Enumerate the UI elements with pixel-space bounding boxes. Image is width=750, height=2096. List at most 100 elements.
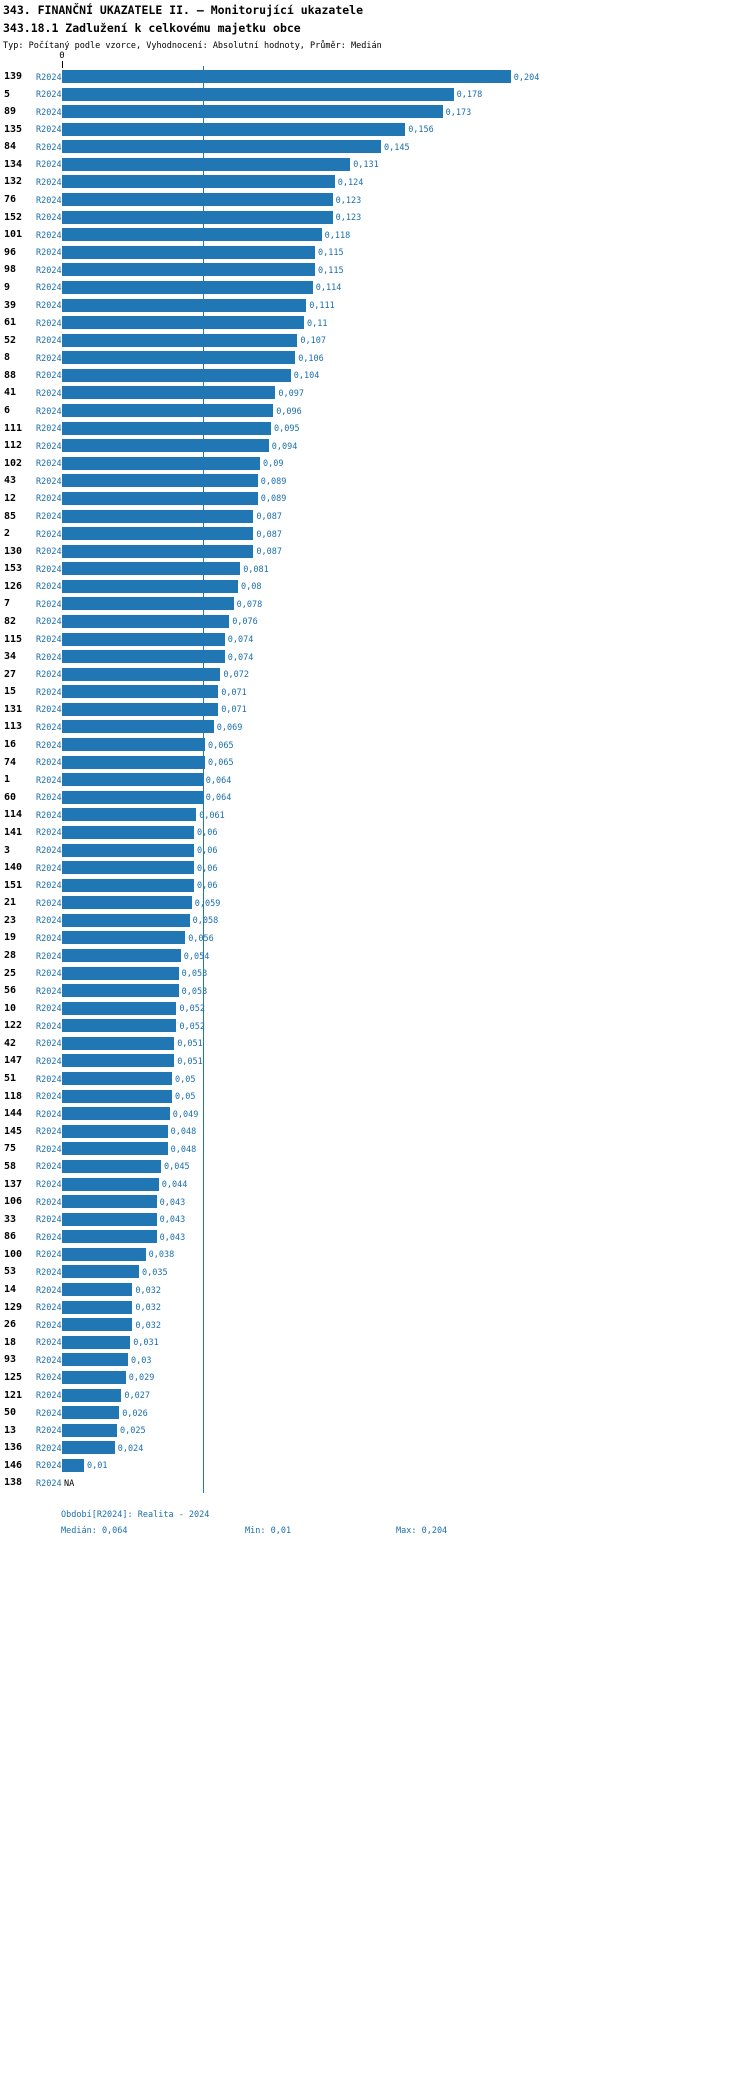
bar-value: 0,081 [243, 564, 269, 575]
row-id: 39 [4, 299, 17, 311]
bar-value: 0,089 [260, 494, 287, 505]
chart-row: 52 R2024 0,107 [0, 332, 750, 350]
bar [62, 228, 322, 242]
chart-row: 111 R2024 0,095 [0, 420, 750, 438]
row-period-label: R2024 [36, 1144, 62, 1155]
bar [62, 667, 221, 681]
chart-row: 131 R2024 0,071 [0, 701, 750, 719]
bar [62, 1177, 159, 1191]
bar-value: 0,06 [197, 828, 218, 839]
bar-value: 0,089 [260, 476, 287, 487]
row-id: 147 [4, 1055, 23, 1067]
bar-value: 0,031 [133, 1338, 159, 1349]
chart-row: 136 R2024 0,024 [0, 1439, 750, 1457]
row-period-label: R2024 [36, 125, 62, 136]
row-period-label: R2024 [36, 951, 62, 962]
row-id: 6 [4, 405, 11, 417]
chart-row: 84 R2024 0,145 [0, 138, 750, 156]
chart-row: 34 R2024 0,074 [0, 648, 750, 666]
chart-row: 93 R2024 0,03 [0, 1351, 750, 1369]
row-period-label: R2024 [36, 1215, 62, 1226]
bar-value: 0,104 [293, 371, 320, 382]
row-id: 140 [4, 862, 23, 874]
bar [62, 825, 194, 839]
chart-row: 50 R2024 0,026 [0, 1404, 750, 1422]
bar [62, 474, 258, 488]
bar-value: 0,156 [408, 125, 434, 136]
row-period-label: R2024 [36, 512, 62, 522]
bar [62, 702, 219, 716]
chart-row: 3 R2024 0,06 [0, 842, 750, 860]
row-period-label: R2024 [36, 810, 62, 821]
bar-value: 0,045 [164, 1162, 190, 1173]
row-period-label: R2024 [36, 388, 62, 399]
bar-chart: 139 R2024 0,204 5 R2024 0,178 89 R2024 0,173 135 R… [0, 68, 750, 1494]
chart-row: 25 R2024 0,053 [0, 965, 750, 983]
row-id: 151 [4, 879, 23, 891]
row-period-label: R2024 [36, 371, 62, 382]
bar-value: 0,076 [232, 617, 258, 628]
row-id: 10 [4, 1002, 17, 1014]
bar [62, 122, 406, 136]
bar-value: 0,058 [192, 916, 219, 927]
chart-row: 112 R2024 0,094 [0, 437, 750, 455]
row-period-label: R2024 [36, 547, 62, 558]
bar [62, 245, 315, 259]
bar [62, 738, 205, 752]
bar [62, 808, 197, 822]
row-id: 111 [4, 422, 23, 434]
bar-value: 0,087 [256, 547, 282, 558]
chart-row: 96 R2024 0,115 [0, 244, 750, 262]
bar [62, 1353, 128, 1367]
bar-value: 0,065 [208, 740, 234, 751]
chart-row: 134 R2024 0,131 [0, 156, 750, 174]
bar [62, 1406, 120, 1420]
bar [62, 755, 205, 769]
row-id: 84 [4, 141, 17, 153]
row-period-label: R2024 [36, 986, 62, 997]
row-period-label: R2024 [36, 1004, 62, 1015]
bar-value: 0,069 [216, 722, 243, 733]
row-period-label: R2024 [36, 1426, 62, 1437]
row-period-label: R2024 [36, 353, 62, 364]
row-period-label: R2024 [36, 283, 62, 294]
row-period-label: R2024 [36, 72, 62, 83]
bar [62, 280, 313, 294]
bar [62, 1265, 139, 1279]
row-id: 145 [4, 1125, 23, 1137]
chart-row: 102 R2024 0,09 [0, 455, 750, 473]
chart-row: 21 R2024 0,059 [0, 894, 750, 912]
row-period-label: R2024 [36, 1127, 62, 1138]
chart-row: 41 R2024 0,097 [0, 384, 750, 402]
bar-value: 0,123 [335, 213, 362, 224]
bar [62, 1370, 126, 1384]
chart-row: 145 R2024 0,048 [0, 1123, 750, 1141]
chart-row: 12 R2024 0,089 [0, 490, 750, 508]
row-period-label: R2024 [36, 494, 62, 505]
row-id: 3 [4, 844, 11, 856]
footer-median: Medián: 0,064 [61, 1526, 128, 1536]
chart-row: 14 R2024 0,032 [0, 1281, 750, 1299]
row-period-label: R2024 [36, 1391, 62, 1401]
footer-min: Min: 0,01 [245, 1526, 292, 1536]
row-period-label: R2024 [36, 177, 62, 188]
row-id: 56 [4, 985, 17, 997]
row-period-label: R2024 [36, 898, 62, 909]
chart-row: 19 R2024 0,056 [0, 929, 750, 947]
row-id: 112 [4, 440, 23, 452]
chart-row: 39 R2024 0,111 [0, 297, 750, 315]
report-meta: Typ: Počítaný podle vzorce, Vyhodnocení:… [3, 41, 382, 51]
row-period-label: R2024 [36, 248, 62, 259]
bar [62, 439, 269, 453]
bar-value: 0,097 [278, 388, 304, 399]
chart-row: 141 R2024 0,06 [0, 824, 750, 842]
bar [62, 1283, 133, 1297]
bar-value: 0,049 [172, 1109, 199, 1120]
bar [62, 790, 203, 804]
bar [62, 632, 225, 646]
row-id: 8 [4, 352, 11, 364]
row-id: 139 [4, 71, 23, 82]
bar [62, 1230, 157, 1244]
chart-row: 27 R2024 0,072 [0, 666, 750, 684]
